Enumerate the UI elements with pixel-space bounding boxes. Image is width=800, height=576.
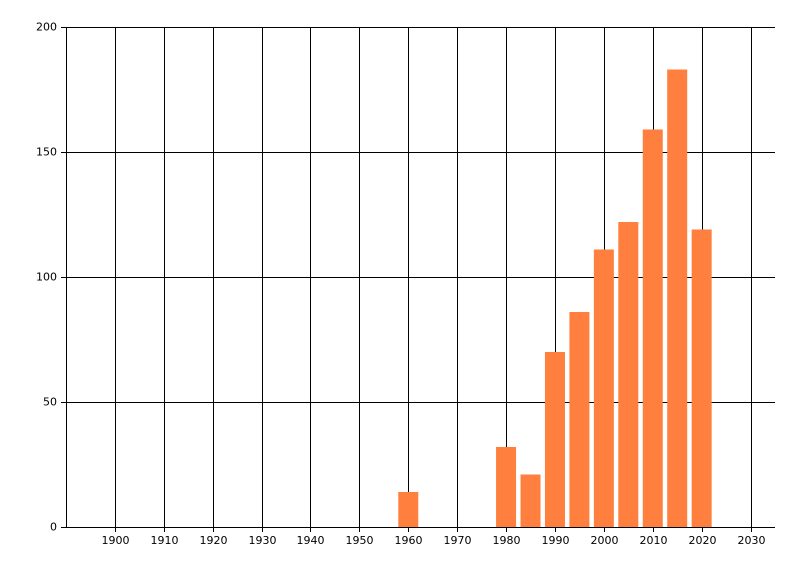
y-tick-label: 150 bbox=[36, 146, 57, 159]
x-tick-label: 1970 bbox=[444, 534, 472, 547]
bar bbox=[667, 69, 688, 527]
x-tick-label: 2000 bbox=[591, 534, 619, 547]
x-tick-label: 2020 bbox=[689, 534, 717, 547]
x-tick-label: 2030 bbox=[738, 534, 766, 547]
x-tick-label: 1960 bbox=[395, 534, 423, 547]
x-tick-label: 1900 bbox=[102, 534, 130, 547]
x-tick-label: 1990 bbox=[542, 534, 570, 547]
bar bbox=[520, 474, 541, 527]
bar bbox=[496, 447, 517, 527]
bar bbox=[544, 352, 565, 527]
x-tick-label: 1910 bbox=[151, 534, 179, 547]
x-tick-label: 2010 bbox=[640, 534, 668, 547]
y-tick-label: 0 bbox=[50, 521, 57, 534]
y-tick-label: 200 bbox=[36, 21, 57, 34]
bar bbox=[642, 129, 663, 527]
x-tick-label: 1950 bbox=[346, 534, 374, 547]
x-tick-label: 1940 bbox=[297, 534, 325, 547]
y-tick-label: 50 bbox=[43, 396, 57, 409]
bar bbox=[593, 249, 614, 527]
bar bbox=[691, 229, 712, 527]
x-tick-label: 1930 bbox=[249, 534, 277, 547]
bar bbox=[569, 312, 590, 527]
x-tick-label: 1920 bbox=[200, 534, 228, 547]
y-tick-label: 100 bbox=[36, 271, 57, 284]
bar bbox=[618, 222, 639, 527]
x-tick-label: 1980 bbox=[493, 534, 521, 547]
bar bbox=[398, 492, 419, 527]
